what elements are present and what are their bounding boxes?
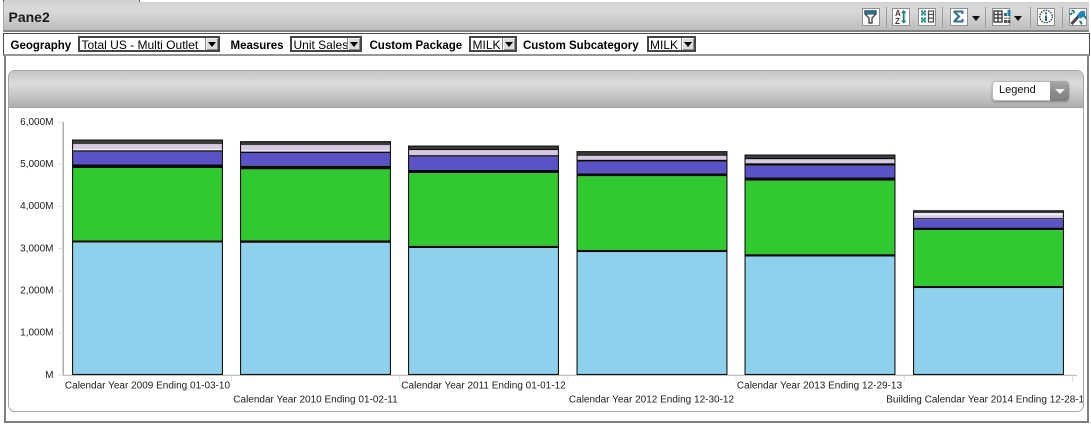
svg-text:Building Calendar Year 2014 En: Building Calendar Year 2014 Ending 12-28… [886, 395, 1090, 406]
svg-text:Z: Z [895, 17, 900, 26]
svg-text:Calendar Year 2011 Ending 01-0: Calendar Year 2011 Ending 01-01-12 [401, 381, 566, 392]
svg-text:Calendar Year 2009 Ending 01-0: Calendar Year 2009 Ending 01-03-10 [65, 381, 231, 392]
svg-text:M: M [45, 370, 53, 381]
svg-text:Calendar Year 2010 Ending 01-0: Calendar Year 2010 Ending 01-02-11 [233, 395, 398, 406]
svg-text:6,000M: 6,000M [20, 117, 53, 128]
svg-text:A: A [895, 9, 901, 18]
svg-text:5,000M: 5,000M [20, 159, 53, 170]
svg-text:2,000M: 2,000M [20, 286, 53, 297]
svg-text:1,000M: 1,000M [20, 328, 53, 339]
svg-text:Calendar Year 2013 Ending 12-2: Calendar Year 2013 Ending 12-29-13 [737, 381, 903, 392]
svg-text:4,000M: 4,000M [20, 201, 53, 212]
svg-text:3,000M: 3,000M [20, 243, 53, 254]
svg-text:Calendar Year 2012 Ending 12-3: Calendar Year 2012 Ending 12-30-12 [569, 395, 735, 406]
